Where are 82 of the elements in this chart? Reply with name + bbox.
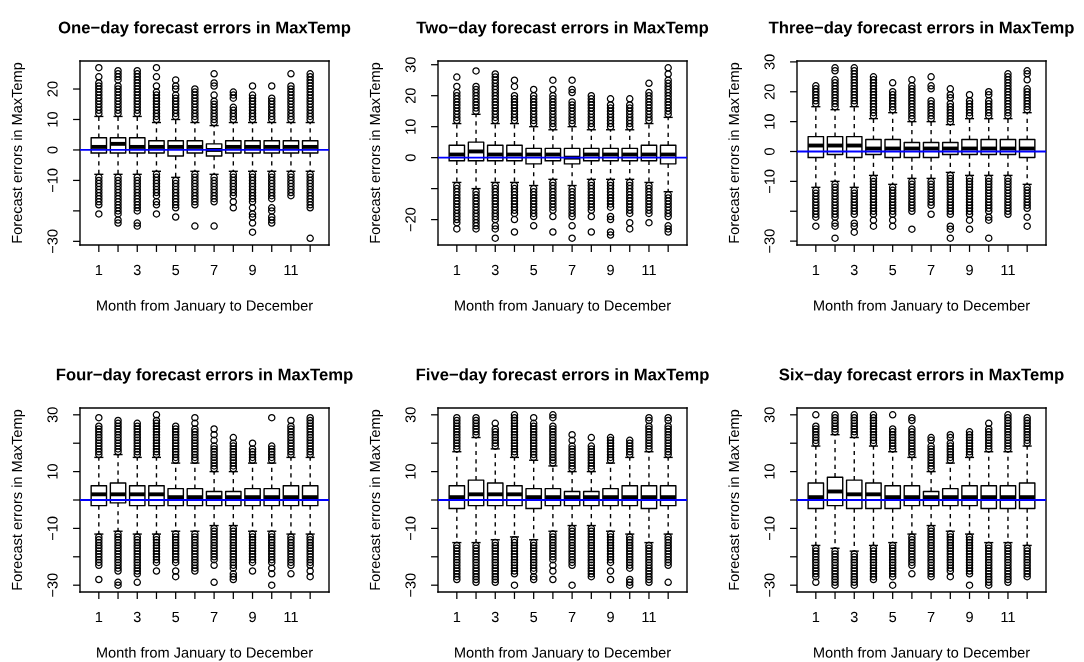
x-axis-title: Month from January to December	[455, 647, 671, 661]
x-tick-label: 11	[1001, 611, 1015, 623]
x-tick-label: 3	[850, 611, 858, 623]
x-tick-label: 7	[210, 264, 218, 276]
y-tick-label: 20	[405, 88, 416, 104]
chart-title: Four−day forecast errors in MaxTemp	[56, 368, 353, 384]
x-tick-label: 3	[491, 611, 499, 623]
y-tick-label: 10	[764, 114, 775, 129]
x-tick-label: 11	[284, 611, 298, 623]
y-tick-label: 10	[47, 111, 58, 127]
chart-title: One−day forecast errors in MaxTemp	[58, 21, 351, 37]
y-tick-label: −30	[764, 573, 775, 597]
x-tick-label: 5	[172, 264, 180, 276]
x-tick-label: 5	[172, 611, 180, 623]
y-tick-label: 30	[405, 407, 416, 423]
x-tick-label: 3	[133, 264, 141, 276]
x-tick-label: 9	[607, 611, 614, 623]
x-tick-label: 11	[642, 264, 656, 276]
x-tick-label: 7	[568, 264, 576, 276]
y-tick-label: 30	[764, 407, 775, 423]
x-tick-label: 11	[284, 264, 298, 276]
y-tick-label: 10	[764, 464, 775, 479]
x-tick-label: 1	[95, 264, 103, 276]
y-tick-label: −30	[405, 573, 416, 597]
x-axis-title: Month from January to December	[97, 300, 313, 314]
y-tick-label: 30	[47, 407, 58, 423]
x-tick-label: 1	[812, 264, 820, 276]
x-axis-title: Month from January to December	[97, 647, 313, 661]
y-tick-label: 20	[47, 81, 58, 97]
y-tick-label: 10	[47, 464, 58, 479]
x-tick-label: 1	[453, 264, 461, 276]
y-tick-label: −10	[405, 516, 416, 541]
x-tick-label: 3	[133, 611, 141, 623]
x-tick-label: 9	[966, 264, 973, 276]
y-axis-title: Forecast errors in MaxTemp	[369, 62, 383, 243]
x-tick-label: 7	[568, 611, 576, 623]
x-tick-label: 5	[530, 611, 538, 623]
y-tick-label: −20	[405, 207, 416, 232]
x-tick-label: 1	[95, 611, 103, 623]
x-tick-label: 1	[812, 611, 820, 623]
y-tick-label: −10	[47, 168, 58, 193]
chart-title: Three−day forecast errors in MaxTemp	[768, 21, 1074, 37]
chart-title: Five−day forecast errors in MaxTemp	[416, 368, 709, 384]
y-tick-label: 0	[405, 154, 416, 162]
chart-title: Six−day forecast errors in MaxTemp	[779, 368, 1064, 384]
x-axis-title: Month from January to December	[814, 647, 1030, 661]
y-tick-label: −10	[764, 516, 775, 541]
x-tick-label: 5	[889, 264, 897, 276]
y-axis-title: Forecast errors in MaxTemp	[728, 62, 742, 243]
y-axis-title: Forecast errors in MaxTemp	[11, 62, 25, 243]
y-tick-label: 30	[405, 57, 416, 73]
y-tick-label: 30	[764, 54, 775, 70]
y-tick-label: 10	[405, 464, 416, 479]
x-tick-label: 11	[642, 611, 656, 623]
y-axis-title: Forecast errors in MaxTemp	[728, 409, 742, 590]
x-tick-label: 1	[453, 611, 461, 623]
y-tick-label: 10	[405, 119, 416, 134]
x-tick-label: 5	[530, 264, 538, 276]
x-tick-label: 11	[1001, 264, 1015, 276]
x-tick-label: 3	[491, 264, 499, 276]
y-tick-label: −30	[47, 573, 58, 597]
x-tick-label: 9	[966, 611, 973, 623]
x-tick-label: 5	[889, 611, 897, 623]
x-tick-label: 7	[210, 611, 218, 623]
y-tick-label: −10	[47, 516, 58, 541]
x-axis-title: Month from January to December	[814, 300, 1030, 314]
x-tick-label: 3	[850, 264, 858, 276]
x-tick-label: 9	[249, 264, 256, 276]
y-tick-label: 0	[47, 146, 58, 154]
y-axis-title: Forecast errors in MaxTemp	[11, 409, 25, 590]
y-tick-label: 0	[764, 148, 775, 155]
x-tick-label: 7	[927, 264, 935, 276]
y-tick-label: 20	[764, 84, 775, 100]
x-tick-label: 9	[249, 611, 256, 623]
x-axis-title: Month from January to December	[455, 300, 671, 314]
y-tick-label: −30	[47, 229, 58, 253]
x-tick-label: 7	[927, 611, 935, 623]
y-axis-title: Forecast errors in MaxTemp	[369, 409, 383, 590]
x-tick-label: 9	[607, 264, 614, 276]
y-tick-label: −30	[764, 229, 775, 253]
chart-title: Two−day forecast errors in MaxTemp	[416, 21, 709, 37]
y-tick-label: −10	[764, 169, 775, 194]
